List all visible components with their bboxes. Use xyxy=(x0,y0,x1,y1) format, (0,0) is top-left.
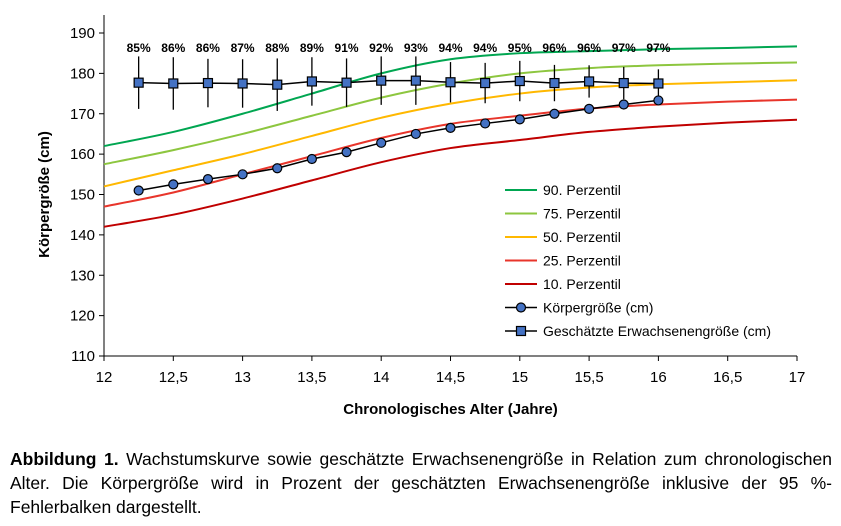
height-point xyxy=(202,174,214,185)
y-axis-title: Körpergröße (cm) xyxy=(36,131,53,258)
percent-label: 94% xyxy=(438,41,462,55)
legend-label-percentile-3: 50. Perzentil xyxy=(543,229,621,245)
adult-height-point xyxy=(445,77,456,88)
adult-height-point xyxy=(514,75,525,87)
percent-label: 92% xyxy=(369,41,393,55)
height-point xyxy=(583,103,595,115)
percent-label: 97% xyxy=(646,41,670,55)
legend-label-percentile-5: 10. Perzentil xyxy=(543,276,621,292)
legend-marker-adult-height xyxy=(515,325,527,337)
x-tick-label: 12,5 xyxy=(159,369,188,386)
percent-label: 86% xyxy=(196,41,220,55)
height-point xyxy=(410,128,421,140)
height-point xyxy=(549,108,560,119)
x-tick-label: 14 xyxy=(373,369,390,386)
percent-label: 96% xyxy=(577,41,601,55)
adult-height-point xyxy=(376,75,387,86)
adult-height-point xyxy=(272,79,283,90)
legend-label-percentile-1: 90. Perzentil xyxy=(543,182,621,198)
y-tick-label: 140 xyxy=(70,227,95,244)
height-point xyxy=(618,99,629,110)
x-tick-label: 16,5 xyxy=(713,369,742,386)
height-point xyxy=(272,163,283,174)
percent-label: 87% xyxy=(231,41,255,55)
adult-height-point xyxy=(549,77,560,89)
x-tick-label: 15,5 xyxy=(574,369,603,386)
y-tick-label: 120 xyxy=(70,308,95,325)
percent-label: 91% xyxy=(335,41,359,55)
y-tick-label: 130 xyxy=(70,267,95,284)
adult-height-point xyxy=(341,77,352,88)
adult-height-point xyxy=(618,77,629,89)
x-tick-label: 17 xyxy=(789,369,806,386)
legend-label-adult-height: Geschätzte Erwachsenengröße (cm) xyxy=(543,323,771,339)
x-tick-label: 14,5 xyxy=(436,369,465,386)
height-point xyxy=(133,185,144,196)
adult-height-series-line xyxy=(138,79,659,86)
percentile-line-1 xyxy=(103,45,798,148)
adult-height-point xyxy=(410,75,421,86)
y-tick-label: 110 xyxy=(71,348,95,365)
height-point xyxy=(445,122,456,133)
percent-label: 95% xyxy=(508,41,532,55)
x-tick-label: 13 xyxy=(234,369,251,386)
adult-height-point xyxy=(306,76,317,87)
percentile-line-5 xyxy=(103,118,798,228)
percent-label: 93% xyxy=(404,41,428,55)
percent-label: 89% xyxy=(300,41,324,55)
height-point xyxy=(376,137,387,148)
y-tick-label: 170 xyxy=(70,106,95,123)
percent-label: 96% xyxy=(542,41,566,55)
legend-label-height: Körpergröße (cm) xyxy=(543,300,653,316)
y-tick-label: 180 xyxy=(70,65,95,82)
percent-label: 88% xyxy=(265,41,289,55)
legend-label-percentile-2: 75. Perzentil xyxy=(543,206,621,222)
caption-text: Wachstumskurve sowie geschätzte Erwachse… xyxy=(10,449,832,517)
y-tick-label: 160 xyxy=(70,146,95,163)
y-tick-label: 190 xyxy=(70,25,95,42)
height-point xyxy=(237,169,248,180)
x-tick-label: 12 xyxy=(96,369,113,386)
x-axis-title: Chronologisches Alter (Jahre) xyxy=(343,401,557,418)
percentile-line-3 xyxy=(103,79,798,188)
y-tick-label: 150 xyxy=(70,187,95,204)
adult-height-point xyxy=(133,77,144,88)
height-point xyxy=(168,179,179,190)
height-point xyxy=(306,153,317,165)
legend-label-percentile-4: 25. Perzentil xyxy=(543,253,621,269)
x-tick-label: 16 xyxy=(650,369,667,386)
height-series-line xyxy=(138,99,659,192)
x-tick-label: 13,5 xyxy=(297,369,326,386)
percent-label: 85% xyxy=(127,41,151,55)
x-tick-label: 15 xyxy=(511,369,528,386)
percent-label: 86% xyxy=(161,41,185,55)
percent-label: 94% xyxy=(473,41,497,55)
height-point xyxy=(653,95,664,106)
adult-height-point xyxy=(168,78,179,89)
height-point xyxy=(480,118,491,129)
legend-marker-height xyxy=(515,302,527,313)
height-point xyxy=(341,147,352,158)
percent-label: 97% xyxy=(612,41,636,55)
adult-height-point xyxy=(480,77,491,89)
height-point xyxy=(514,114,525,125)
growth-chart: 110 120 130 140 150 160 170 180 190 12 12,5 13 13,5 1… xyxy=(36,15,806,418)
figure-caption: Abbildung 1. Wachstumskurve sowie geschä… xyxy=(10,447,832,519)
adult-height-point xyxy=(202,77,214,89)
adult-height-point xyxy=(653,78,664,89)
adult-height-point xyxy=(237,78,248,89)
adult-height-point xyxy=(583,76,595,87)
percentile-line-4 xyxy=(103,98,798,208)
caption-label: Abbildung 1. xyxy=(10,449,119,469)
